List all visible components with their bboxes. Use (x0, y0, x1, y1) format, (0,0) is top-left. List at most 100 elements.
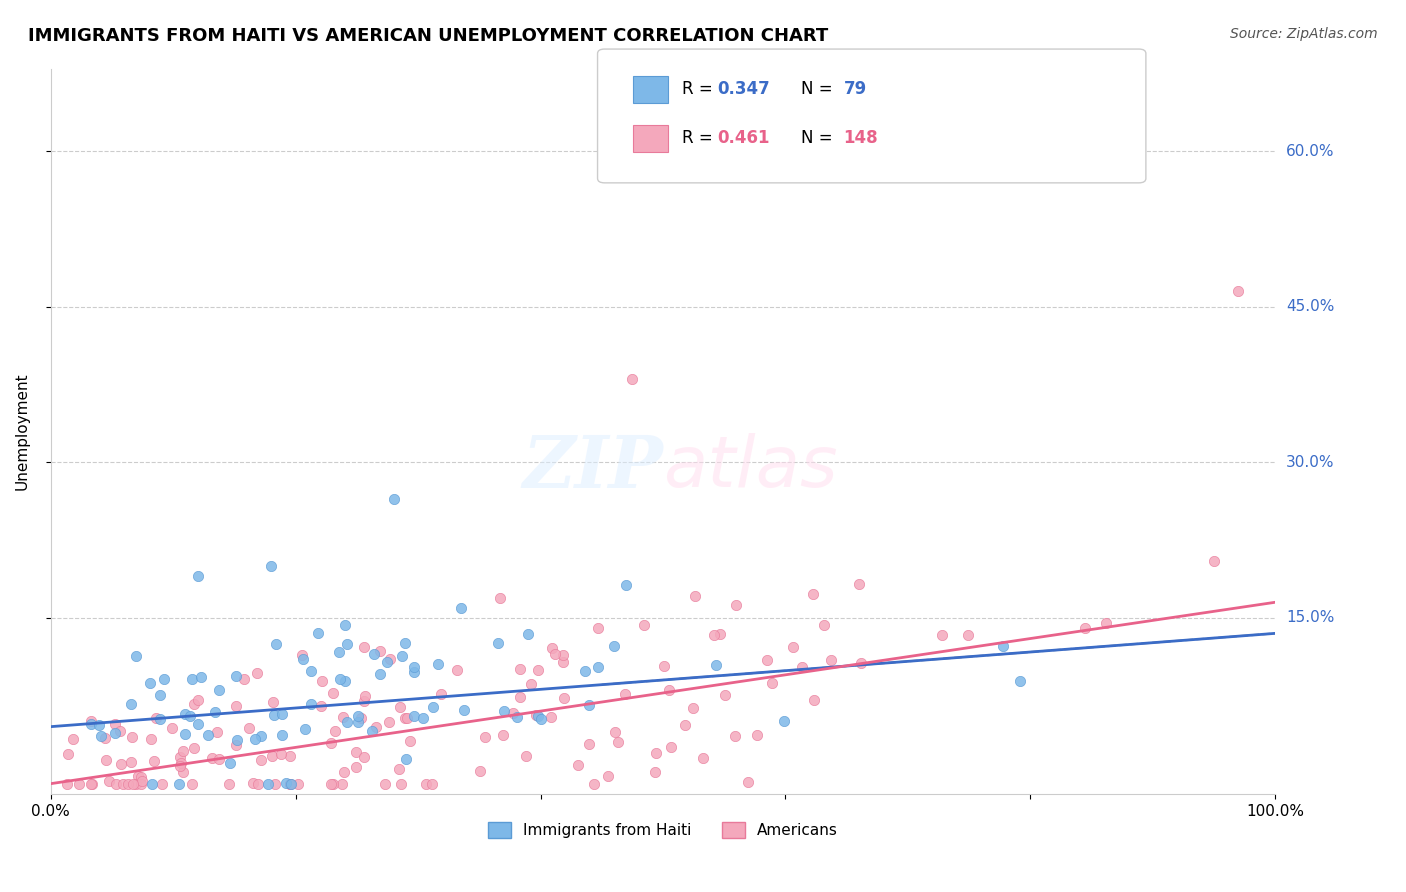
Americans (659, 739, 682, 754)
Immigrants from Haiti (422, 700, 444, 714)
Americans (160, 722, 183, 736)
Immigrants from Haiti (402, 660, 425, 674)
Americans (350, 711, 373, 725)
Americans (388, 700, 411, 714)
Immigrants from Haiti (187, 569, 209, 583)
Americans (323, 724, 346, 739)
Americans (703, 628, 725, 642)
Americans (673, 718, 696, 732)
Text: Source: ZipAtlas.com: Source: ZipAtlas.com (1230, 27, 1378, 41)
Americans (262, 695, 284, 709)
Americans (205, 724, 228, 739)
Immigrants from Haiti (329, 672, 352, 686)
Americans (242, 776, 264, 790)
Americans (644, 764, 666, 779)
Americans (737, 775, 759, 789)
Americans (93, 731, 115, 745)
Americans (388, 762, 411, 776)
Americans (946, 134, 969, 148)
Americans (129, 777, 152, 791)
Americans (311, 698, 333, 713)
Text: 0.347: 0.347 (717, 80, 770, 98)
Immigrants from Haiti (173, 706, 195, 721)
Americans (1074, 621, 1097, 635)
Immigrants from Haiti (530, 712, 553, 726)
Americans (56, 777, 79, 791)
Americans (172, 744, 194, 758)
Immigrants from Haiti (292, 652, 315, 666)
Immigrants from Haiti (450, 600, 472, 615)
Americans (172, 764, 194, 779)
Americans (187, 692, 209, 706)
Americans (430, 687, 453, 701)
Americans (67, 777, 90, 791)
Immigrants from Haiti (149, 688, 172, 702)
Americans (353, 749, 375, 764)
Immigrants from Haiti (368, 667, 391, 681)
Americans (150, 777, 173, 791)
Immigrants from Haiti (271, 727, 294, 741)
Americans (246, 666, 269, 681)
Immigrants from Haiti (614, 578, 637, 592)
Immigrants from Haiti (218, 756, 240, 770)
Americans (104, 777, 127, 791)
Americans (524, 708, 547, 723)
Text: 79: 79 (844, 80, 868, 98)
Text: ZIP: ZIP (522, 432, 664, 503)
Americans (108, 723, 131, 738)
Americans (782, 640, 804, 654)
Americans (291, 648, 314, 662)
Text: 45.0%: 45.0% (1286, 300, 1334, 314)
Text: R =: R = (682, 80, 718, 98)
Immigrants from Haiti (149, 712, 172, 726)
Immigrants from Haiti (574, 664, 596, 678)
Americans (586, 621, 609, 635)
Americans (567, 758, 589, 772)
Text: IMMIGRANTS FROM HAITI VS AMERICAN UNEMPLOYMENT CORRELATION CHART: IMMIGRANTS FROM HAITI VS AMERICAN UNEMPL… (28, 27, 828, 45)
Text: 15.0%: 15.0% (1286, 610, 1334, 625)
Americans (250, 753, 273, 767)
Americans (218, 777, 240, 791)
Americans (374, 777, 396, 791)
Immigrants from Haiti (125, 648, 148, 663)
Immigrants from Haiti (395, 752, 418, 766)
Americans (842, 97, 865, 112)
Immigrants from Haiti (391, 648, 413, 663)
Americans (683, 589, 706, 603)
Immigrants from Haiti (87, 718, 110, 732)
Americans (446, 663, 468, 677)
Americans (207, 752, 229, 766)
Americans (368, 644, 391, 658)
Immigrants from Haiti (266, 637, 288, 651)
Immigrants from Haiti (167, 777, 190, 791)
Americans (527, 663, 550, 677)
Immigrants from Haiti (294, 722, 316, 736)
Americans (520, 677, 543, 691)
Americans (287, 777, 309, 791)
Americans (344, 745, 367, 759)
Immigrants from Haiti (333, 674, 356, 689)
Immigrants from Haiti (347, 708, 370, 723)
Immigrants from Haiti (207, 682, 229, 697)
Immigrants from Haiti (382, 491, 405, 506)
Text: N =: N = (801, 129, 838, 147)
Americans (957, 628, 980, 642)
Americans (398, 734, 420, 748)
Americans (62, 731, 84, 746)
Immigrants from Haiti (991, 639, 1014, 653)
Immigrants from Haiti (402, 665, 425, 680)
Immigrants from Haiti (274, 776, 297, 790)
Americans (353, 694, 375, 708)
Immigrants from Haiti (704, 658, 727, 673)
Americans (233, 672, 256, 686)
Americans (322, 777, 344, 791)
Immigrants from Haiti (80, 717, 103, 731)
Americans (353, 690, 375, 704)
Americans (311, 674, 333, 689)
Americans (756, 653, 779, 667)
Immigrants from Haiti (586, 659, 609, 673)
Immigrants from Haiti (141, 777, 163, 791)
Text: 30.0%: 30.0% (1286, 455, 1334, 470)
Immigrants from Haiti (104, 726, 127, 740)
Americans (803, 692, 825, 706)
